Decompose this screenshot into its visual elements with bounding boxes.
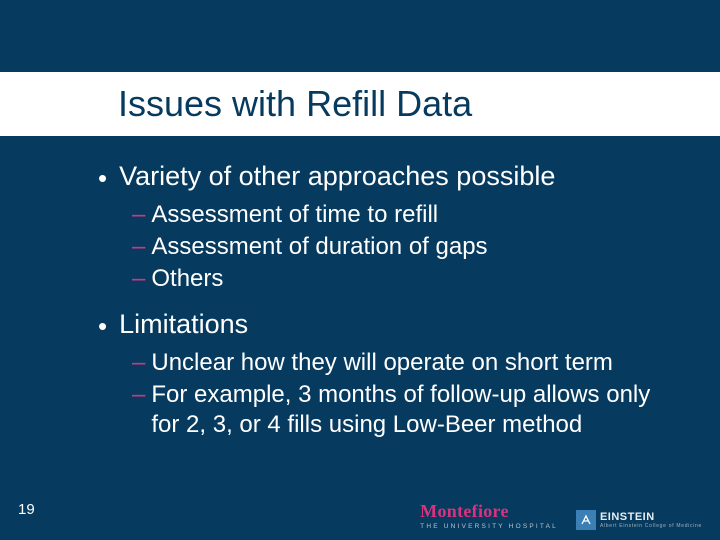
bullet-level2: – Assessment of duration of gaps <box>132 232 680 262</box>
einstein-logo: EINSTEIN Albert Einstein College of Medi… <box>576 510 702 530</box>
einstein-badge-icon <box>576 510 596 530</box>
sub-bullet-group: – Assessment of time to refill – Assessm… <box>132 200 680 294</box>
bullet-dot-icon: • <box>98 162 107 194</box>
sub-bullet-text: Others <box>151 264 223 294</box>
montefiore-name: Montefiore <box>420 501 558 522</box>
montefiore-logo: Montefiore THE UNIVERSITY HOSPITAL <box>420 501 558 530</box>
footer-logos: Montefiore THE UNIVERSITY HOSPITAL EINST… <box>420 501 702 530</box>
dash-icon: – <box>132 380 145 440</box>
sub-bullet-text: Assessment of duration of gaps <box>151 232 487 262</box>
montefiore-subtitle: THE UNIVERSITY HOSPITAL <box>420 523 558 530</box>
einstein-text: EINSTEIN Albert Einstein College of Medi… <box>600 512 702 529</box>
bullet-level2: – Unclear how they will operate on short… <box>132 348 680 378</box>
sub-bullet-text: For example, 3 months of follow-up allow… <box>151 380 680 440</box>
bullet-dot-icon: • <box>98 310 107 342</box>
einstein-subtitle: Albert Einstein College of Medicine <box>600 524 702 529</box>
dash-icon: – <box>132 348 145 378</box>
bullet-level2: – Others <box>132 264 680 294</box>
slide-title: Issues with Refill Data <box>118 83 472 125</box>
bullet-level1: • Variety of other approaches possible <box>98 160 680 194</box>
sub-bullet-group: – Unclear how they will operate on short… <box>132 348 680 440</box>
bullet-level2: – For example, 3 months of follow-up all… <box>132 380 680 440</box>
einstein-name: EINSTEIN <box>600 512 702 523</box>
bullet-text: Variety of other approaches possible <box>119 160 555 194</box>
title-bar: Issues with Refill Data <box>0 72 720 136</box>
dash-icon: – <box>132 200 145 230</box>
page-number: 19 <box>18 501 35 518</box>
sub-bullet-text: Unclear how they will operate on short t… <box>151 348 613 378</box>
bullet-text: Limitations <box>119 308 248 342</box>
bullet-level2: – Assessment of time to refill <box>132 200 680 230</box>
sub-bullet-text: Assessment of time to refill <box>151 200 438 230</box>
bullet-level1: • Limitations <box>98 308 680 342</box>
slide-content: • Variety of other approaches possible –… <box>98 160 680 454</box>
dash-icon: – <box>132 232 145 262</box>
dash-icon: – <box>132 264 145 294</box>
